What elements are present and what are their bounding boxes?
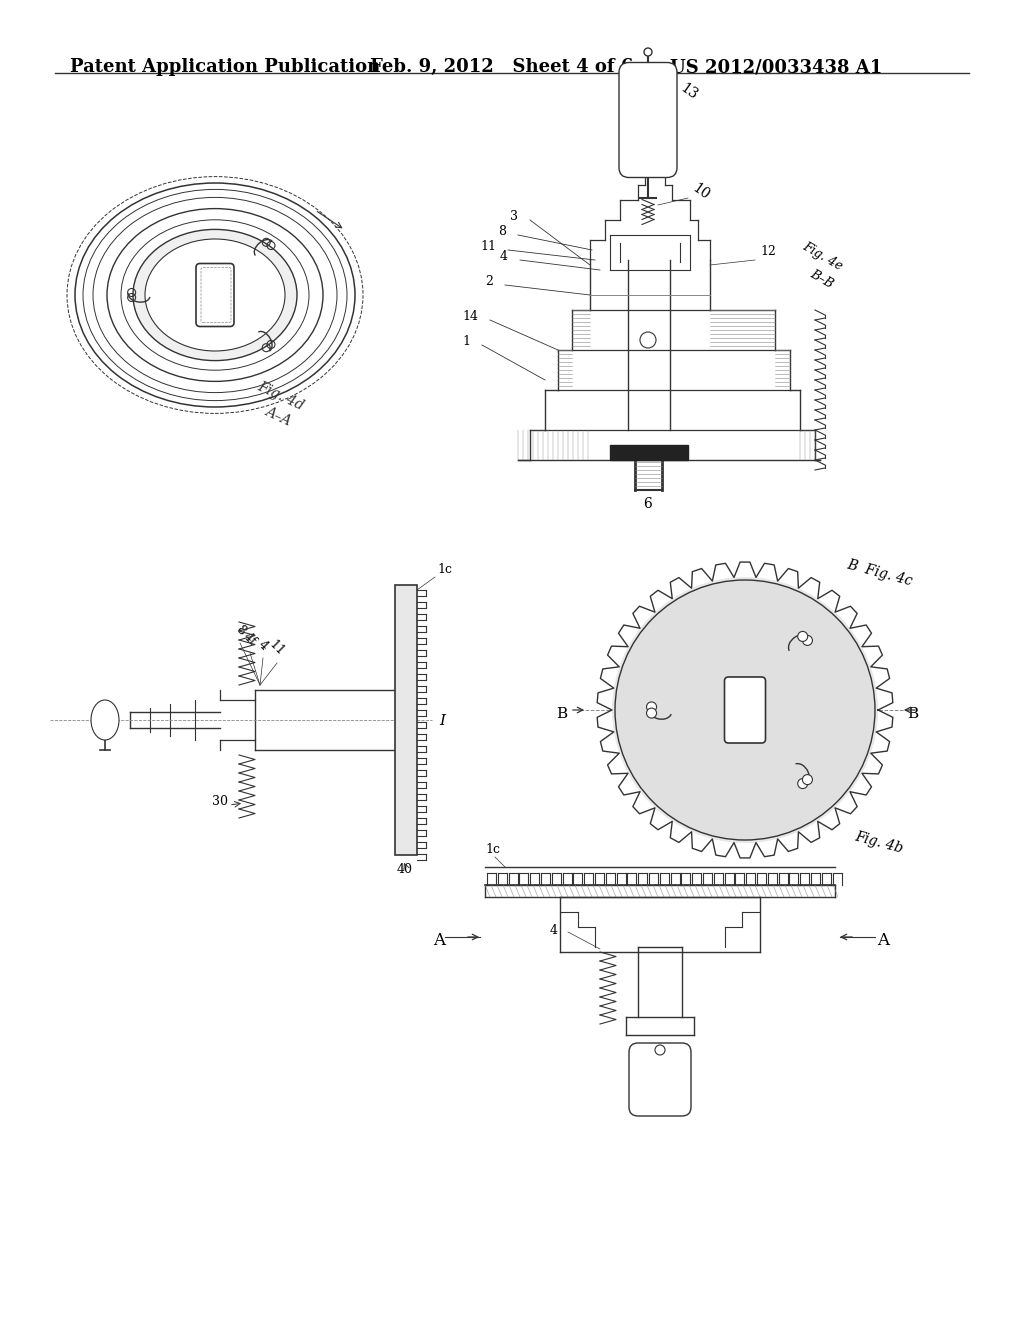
Ellipse shape [627, 591, 863, 828]
Ellipse shape [695, 660, 795, 760]
Text: 4: 4 [550, 924, 558, 937]
Text: A–A: A–A [263, 404, 294, 428]
Text: 6: 6 [643, 498, 651, 511]
Ellipse shape [145, 239, 285, 351]
Circle shape [655, 1045, 665, 1055]
Text: I: I [439, 714, 445, 729]
Text: 1c: 1c [485, 843, 500, 855]
Text: Feb. 9, 2012   Sheet 4 of 6: Feb. 9, 2012 Sheet 4 of 6 [370, 58, 634, 77]
Circle shape [644, 48, 652, 55]
Text: 1: 1 [462, 335, 470, 348]
Ellipse shape [660, 624, 830, 795]
Bar [610, 445, 688, 459]
Bar [395, 585, 417, 855]
Ellipse shape [133, 230, 297, 360]
Circle shape [640, 333, 656, 348]
Text: B–B: B–B [808, 268, 836, 290]
Circle shape [803, 775, 812, 784]
Text: 8: 8 [232, 623, 248, 638]
Text: 11: 11 [480, 240, 496, 253]
FancyBboxPatch shape [629, 1043, 691, 1115]
Text: B: B [907, 708, 919, 721]
Text: 30: 30 [212, 795, 228, 808]
Ellipse shape [645, 610, 845, 810]
Ellipse shape [615, 579, 874, 840]
Circle shape [646, 708, 656, 718]
Circle shape [798, 631, 808, 642]
Text: 3: 3 [510, 210, 518, 223]
Text: 8: 8 [498, 224, 506, 238]
Text: 12: 12 [760, 246, 776, 257]
Text: 10: 10 [690, 181, 713, 203]
Text: 4f: 4f [241, 630, 259, 648]
Circle shape [803, 635, 812, 645]
Circle shape [798, 779, 808, 788]
Ellipse shape [91, 700, 119, 741]
Text: US 2012/0033438 A1: US 2012/0033438 A1 [670, 58, 883, 77]
Text: A: A [433, 932, 445, 949]
Text: 13: 13 [678, 82, 700, 103]
FancyBboxPatch shape [618, 62, 677, 177]
FancyBboxPatch shape [196, 264, 234, 326]
FancyBboxPatch shape [725, 677, 766, 743]
Circle shape [646, 702, 656, 711]
Text: Fig. 4b: Fig. 4b [853, 830, 904, 855]
Text: 4: 4 [256, 638, 270, 653]
Text: Patent Application Publication: Patent Application Publication [70, 58, 380, 77]
Text: 4: 4 [500, 249, 508, 263]
Text: 11: 11 [266, 638, 288, 657]
Ellipse shape [680, 645, 810, 775]
Text: 14: 14 [462, 310, 478, 323]
Ellipse shape [612, 577, 878, 843]
Text: 40: 40 [397, 863, 413, 876]
Text: B  Fig. 4c: B Fig. 4c [845, 557, 913, 587]
Text: B: B [556, 708, 567, 721]
Text: A: A [877, 932, 889, 949]
Text: 2: 2 [485, 275, 493, 288]
Text: 1c: 1c [437, 564, 452, 576]
Text: Fig. 4d: Fig. 4d [255, 379, 306, 413]
Text: Fig. 4e: Fig. 4e [800, 240, 845, 273]
